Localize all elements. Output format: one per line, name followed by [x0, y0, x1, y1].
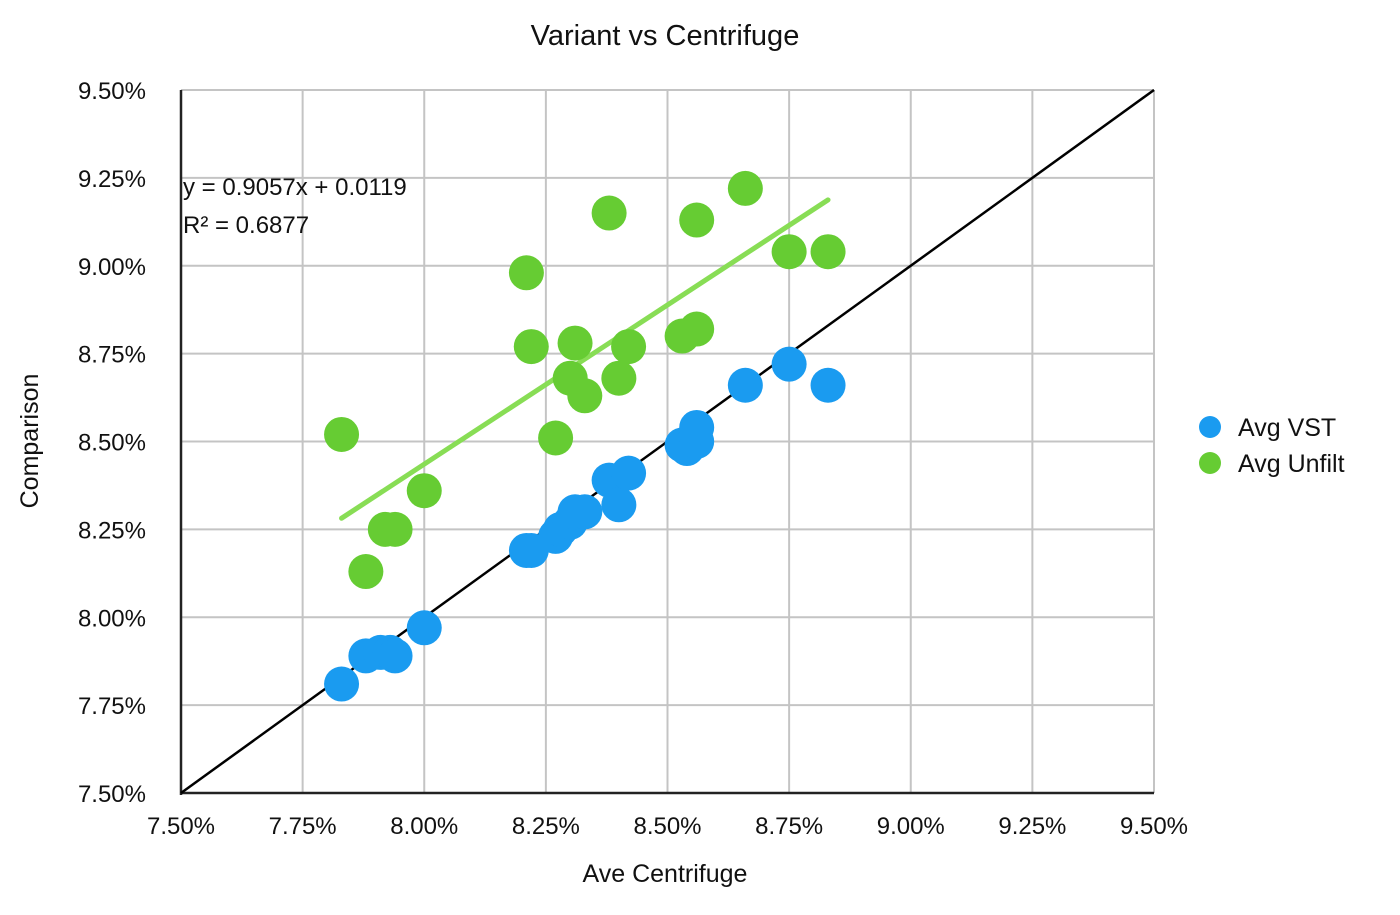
data-point	[591, 195, 627, 231]
data-point	[611, 455, 647, 491]
data-point	[406, 473, 442, 509]
x-tick-label: 7.75%	[269, 813, 337, 840]
data-point	[611, 329, 647, 365]
x-tick-label: 9.25%	[998, 813, 1066, 840]
x-axis-title: Ave Centrifuge	[583, 860, 748, 888]
data-point	[508, 255, 544, 291]
data-point	[727, 170, 763, 206]
legend-marker-avg-vst	[1199, 416, 1221, 438]
series-0	[324, 346, 846, 702]
trendline	[339, 197, 831, 521]
y-tick-label: 9.50%	[78, 78, 146, 105]
x-tick-label: 9.50%	[1120, 813, 1188, 840]
data-point	[679, 202, 715, 238]
series-1	[324, 170, 846, 590]
x-tick-label: 8.75%	[755, 813, 823, 840]
data-point	[324, 416, 360, 452]
x-tick-label: 8.00%	[390, 813, 458, 840]
y-tick-label: 9.00%	[78, 254, 146, 281]
data-point	[406, 610, 442, 646]
data-point	[324, 666, 360, 702]
trendline-r-squared: R² = 0.6877	[183, 212, 309, 239]
x-tick-labels: 7.50% 7.75% 8.00% 8.25% 8.50% 8.75% 9.00% 9.25%…	[147, 813, 1188, 840]
data-point	[810, 234, 846, 270]
y-tick-label: 7.75%	[78, 693, 146, 720]
x-tick-label: 8.25%	[512, 813, 580, 840]
legend-label-avg-unfilt: Avg Unfilt	[1238, 450, 1345, 478]
data-point	[538, 420, 574, 456]
data-point	[810, 367, 846, 403]
x-tick-label: 8.50%	[633, 813, 701, 840]
y-tick-label: 8.75%	[78, 342, 146, 369]
y-axis-title: Comparison	[16, 374, 44, 509]
data-point	[601, 360, 637, 396]
y-tick-label: 8.25%	[78, 517, 146, 544]
x-tick-label: 7.50%	[147, 813, 215, 840]
data-point	[727, 367, 763, 403]
data-point	[377, 511, 413, 547]
legend-marker-avg-unfilt	[1199, 452, 1221, 474]
x-tick-label: 9.00%	[877, 813, 945, 840]
data-point	[557, 325, 593, 361]
data-points	[324, 170, 846, 702]
trendline-equation: y = 0.9057x + 0.0119	[183, 174, 407, 201]
data-point	[513, 329, 549, 365]
data-point	[377, 638, 413, 674]
legend-label-avg-vst: Avg VST	[1238, 414, 1336, 442]
trendline-layer	[339, 197, 831, 521]
data-point	[567, 378, 603, 414]
chart-title: Variant vs Centrifuge	[531, 20, 800, 52]
data-point	[679, 409, 715, 445]
data-point	[348, 554, 384, 590]
data-point	[771, 234, 807, 270]
y-tick-labels: 7.50% 7.75% 8.00% 8.25% 8.50% 8.75% 9.00% 9.25%…	[78, 78, 146, 808]
data-point	[601, 487, 637, 523]
legend: Avg VST Avg Unfilt	[1199, 414, 1345, 478]
y-tick-label: 7.50%	[78, 781, 146, 808]
data-point	[679, 311, 715, 347]
axes	[179, 90, 1154, 795]
data-point	[771, 346, 807, 382]
data-point	[567, 494, 603, 530]
y-tick-label: 8.00%	[78, 605, 146, 632]
y-tick-label: 9.25%	[78, 166, 146, 193]
y-tick-label: 8.50%	[78, 430, 146, 457]
